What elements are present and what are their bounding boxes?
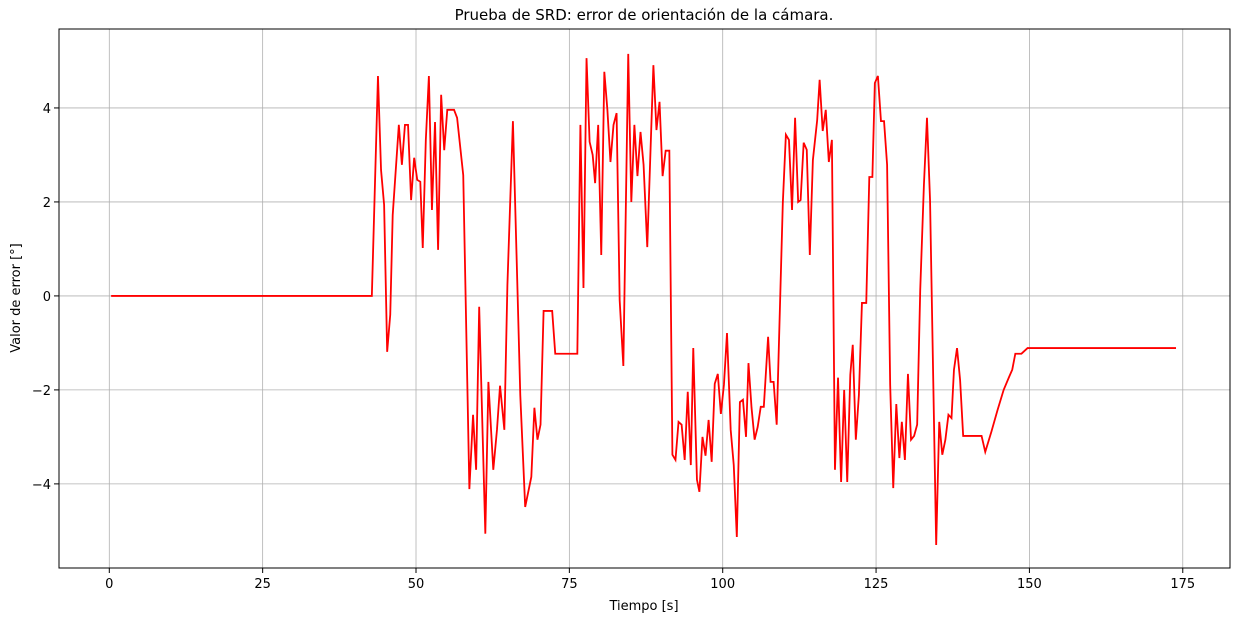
x-axis-label: Tiempo [s] — [608, 599, 678, 614]
line-series — [111, 53, 1177, 545]
chart-title: Prueba de SRD: error de orientación de l… — [455, 6, 834, 24]
y-tick-label: −2 — [32, 384, 51, 399]
x-tick-label: 25 — [254, 577, 271, 592]
y-axis-label: Valor de error [°] — [9, 243, 24, 353]
x-tick-label: 50 — [408, 577, 425, 592]
x-tick-label: 75 — [561, 577, 578, 592]
y-tick-label: 2 — [43, 196, 51, 211]
x-tick-label: 0 — [105, 577, 113, 592]
y-tick-label: −4 — [32, 478, 51, 493]
y-tick-label: 0 — [43, 290, 51, 305]
y-tick-label: 4 — [43, 102, 51, 117]
plot-frame — [58, 28, 1231, 569]
x-tick-label: 175 — [1170, 577, 1195, 592]
x-tick-label: 150 — [1017, 577, 1042, 592]
x-tick-label: 100 — [710, 577, 735, 592]
x-tick-label: 125 — [864, 577, 889, 592]
